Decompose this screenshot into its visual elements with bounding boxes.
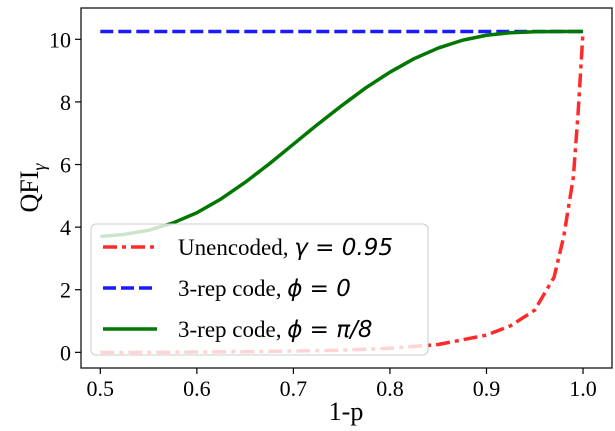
plot-frame — [80, 7, 613, 369]
legend-label-math: γ = 0.95 — [294, 235, 393, 261]
y-tick-label: 2 — [60, 278, 71, 303]
svg-text:QFIγ: QFIγ — [15, 163, 49, 213]
x-tick-label: 0.8 — [376, 376, 404, 401]
y-tick-label: 8 — [60, 90, 71, 115]
tick-layer: 0.5 0.6 0.7 0.8 0.9 1.0 0 2 4 6 8 10 — [49, 27, 597, 401]
y-tick-label: 0 — [60, 340, 71, 365]
x-tick-label: 0.6 — [183, 376, 211, 401]
legend-label-math: ϕ = π/8 — [287, 317, 372, 343]
x-tick-label: 0.9 — [473, 376, 501, 401]
legend-box — [90, 223, 429, 356]
legend-label-math: ϕ = 0 — [287, 276, 351, 302]
y-tick-label: 4 — [60, 215, 71, 240]
y-axis-label-subscript: γ — [29, 163, 49, 171]
y-axis-label-group: QFIγ — [15, 163, 49, 213]
series-line-2 — [100, 29, 584, 239]
legend-label-1: 3-rep code, ϕ = 0 — [178, 276, 351, 302]
legend-label-0: Unencoded, γ = 0.95 — [178, 235, 393, 261]
x-tick-label: 0.5 — [87, 376, 115, 401]
legend-label-text: 3-rep code, — [178, 317, 287, 342]
x-axis-label: 1-p — [329, 397, 364, 426]
y-tick-label: 10 — [49, 27, 71, 52]
legend: Unencoded, γ = 0.953-rep code, ϕ = 03-re… — [90, 223, 429, 356]
y-axis-label: QFI — [15, 171, 44, 213]
x-tick-label: 0.7 — [280, 376, 308, 401]
legend-label-text: 3-rep code, — [178, 276, 287, 301]
y-tick-label: 6 — [60, 153, 71, 178]
legend-label-2: 3-rep code, ϕ = π/8 — [178, 317, 373, 343]
legend-label-text: Unencoded, — [178, 235, 294, 260]
x-tick-label: 1.0 — [569, 376, 597, 401]
